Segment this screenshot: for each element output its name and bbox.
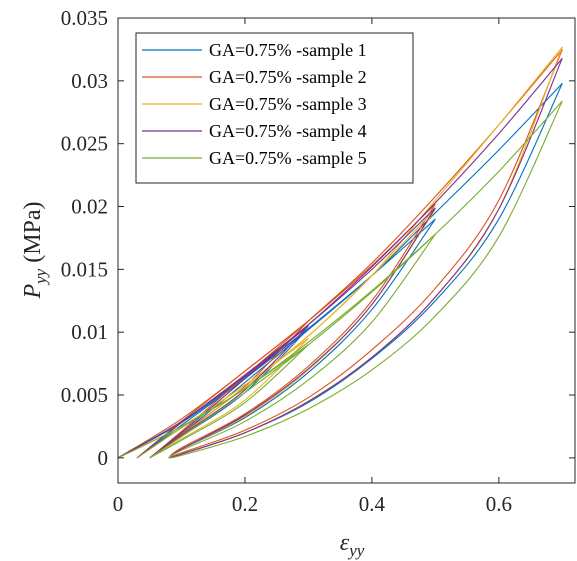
series-5-cycle-2-unloading-line xyxy=(168,233,436,459)
legend-entry: GA=0.75% -sample 3 xyxy=(142,94,367,114)
legend-label: GA=0.75% -sample 4 xyxy=(209,121,367,141)
y-tick-label: 0.035 xyxy=(61,6,108,30)
legend-label: GA=0.75% -sample 2 xyxy=(209,67,367,87)
legend: GA=0.75% -sample 1 GA=0.75% -sample 2 GA=0… xyxy=(135,32,414,184)
legend-label: GA=0.75% -sample 3 xyxy=(209,94,367,114)
axes-layer xyxy=(117,17,576,484)
series-5-cycle-1-unloading-line xyxy=(149,344,309,459)
series-layer xyxy=(117,46,563,459)
series-3-cycle-3-loading-line xyxy=(149,46,563,459)
y-tick-label: 0 xyxy=(98,446,109,470)
ticks-layer: 0 0.2 0.4 0.6 0 0.005 0.01 0.015 0.02 0.025 0.03 0.… xyxy=(61,6,575,516)
y-axis-title: Pyy(MPa) xyxy=(20,201,50,299)
y-tick-label: 0.01 xyxy=(71,320,108,344)
series-5 xyxy=(117,100,563,459)
y-tick-label: 0.03 xyxy=(71,69,108,93)
series-4-cycle-3-unloading-line xyxy=(168,58,563,459)
y-tick-label: 0.015 xyxy=(61,257,108,281)
series-1-cycle-3-loading-line xyxy=(149,82,563,459)
y-tick-label: 0.005 xyxy=(61,383,108,407)
series-5-cycle-2-loading-line xyxy=(136,233,436,459)
legend-label: GA=0.75% -sample 1 xyxy=(209,40,367,60)
x-tick-label: 0.2 xyxy=(232,492,258,516)
series-4-cycle-2-loading-line xyxy=(136,207,436,459)
x-tick-label: 0.4 xyxy=(359,492,386,516)
series-4-cycle-3-loading-line xyxy=(149,57,563,459)
legend-entry: GA=0.75% -sample 2 xyxy=(142,67,367,87)
legend-entry: GA=0.75% -sample 5 xyxy=(142,148,367,168)
series-5-cycle-3-loading-line xyxy=(149,100,563,459)
y-tick-label: 0.02 xyxy=(71,195,108,219)
series-5-cycle-3-unloading-line xyxy=(168,100,563,459)
legend-label: GA=0.75% -sample 5 xyxy=(209,148,367,168)
legend-entries: GA=0.75% -sample 1 GA=0.75% -sample 2 GA=0… xyxy=(142,40,367,168)
series-2-cycle-3-unloading-line xyxy=(168,49,563,459)
x-tick-label: 0.6 xyxy=(486,492,512,516)
y-tick-label: 0.025 xyxy=(61,132,108,156)
series-2-cycle-2-unloading-line xyxy=(168,203,436,459)
legend-entry: GA=0.75% -sample 4 xyxy=(142,121,367,141)
series-1-cycle-2-loading-line xyxy=(136,218,436,459)
legend-entry: GA=0.75% -sample 1 xyxy=(142,40,367,60)
x-tick-label: 0 xyxy=(113,492,124,516)
axes-box xyxy=(117,17,576,484)
series-4-cycle-2-unloading-line xyxy=(168,207,436,459)
x-axis-title: εyy xyxy=(340,530,365,560)
